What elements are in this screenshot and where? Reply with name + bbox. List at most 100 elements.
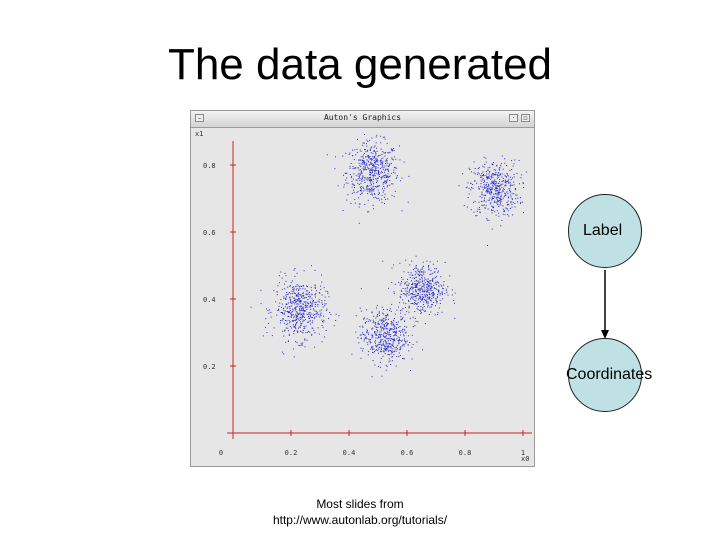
data-point-c1	[485, 184, 487, 186]
data-point-c1	[489, 193, 491, 195]
data-point-c4	[380, 341, 382, 343]
data-point-c0	[377, 159, 379, 161]
data-point-c0	[373, 174, 375, 176]
data-point-c4	[381, 318, 383, 320]
data-point-c4	[399, 326, 401, 328]
data-point-c1	[493, 207, 494, 209]
y-tick-label: 0.6	[203, 229, 216, 237]
data-point-c2	[294, 330, 296, 332]
data-point-c2	[296, 288, 298, 290]
data-point-c2	[293, 290, 295, 292]
data-point-c1	[498, 176, 500, 178]
data-point-c0	[359, 180, 361, 182]
data-point-c4	[368, 333, 370, 335]
data-point-c1	[510, 202, 512, 204]
data-point-c4	[362, 348, 364, 350]
data-point-c4	[366, 318, 368, 320]
data-point-c1	[466, 186, 468, 188]
data-point-c3	[408, 291, 410, 293]
data-point-c4	[412, 326, 414, 328]
data-point-c0	[375, 161, 376, 163]
data-point-c3	[417, 289, 419, 291]
maximize-button[interactable]: ▫	[521, 114, 530, 122]
data-point-c1	[503, 211, 505, 213]
data-point-c1	[505, 184, 507, 186]
data-point-c0	[352, 168, 354, 170]
window-menu-button[interactable]: –	[195, 114, 204, 122]
data-point-c4	[377, 321, 379, 323]
data-point-c1	[476, 173, 478, 175]
data-point-c2	[283, 353, 285, 355]
data-point-c3	[421, 280, 423, 282]
data-point-c3	[415, 286, 417, 288]
data-point-c4	[391, 338, 393, 340]
data-point-c2	[293, 315, 295, 317]
data-point-c0	[367, 160, 369, 162]
data-point-c1	[491, 163, 493, 165]
data-point-c4	[400, 331, 402, 333]
data-point-c3	[446, 291, 448, 293]
data-point-c4	[384, 348, 386, 350]
data-point-c2	[305, 310, 306, 312]
data-point-c2	[300, 326, 301, 328]
data-point-c0	[390, 148, 392, 150]
data-point-c0	[355, 179, 357, 181]
data-point-c1	[504, 162, 506, 164]
data-point-c2	[296, 284, 298, 286]
data-point-c3	[428, 298, 430, 300]
data-point-c4	[384, 340, 386, 342]
data-point-c4	[363, 318, 365, 320]
data-point-c2	[307, 302, 309, 304]
data-point-c3	[415, 289, 416, 291]
data-point-c0	[349, 152, 351, 154]
data-point-c1	[497, 175, 499, 177]
data-point-c2	[289, 296, 291, 298]
data-point-c4	[396, 345, 398, 347]
data-point-c3	[429, 285, 431, 287]
minimize-button[interactable]: ·	[509, 114, 518, 122]
data-point-c1	[515, 198, 517, 200]
data-point-c0	[358, 176, 360, 177]
data-point-c3	[416, 280, 418, 282]
data-point-c4	[398, 352, 400, 354]
data-point-c1	[483, 179, 485, 181]
data-point-c4	[386, 347, 388, 349]
data-point-c3	[436, 260, 438, 262]
data-point-c1	[511, 198, 513, 200]
data-point-c4	[385, 337, 387, 339]
data-point-c4	[381, 375, 383, 377]
data-point-c1	[491, 174, 492, 176]
data-point-c2	[292, 324, 294, 326]
data-point-c1	[510, 185, 512, 187]
data-point-c2	[298, 301, 300, 302]
data-point-c4	[371, 311, 373, 313]
data-point-c0	[376, 185, 378, 187]
data-point-c2	[289, 308, 291, 309]
data-point-c3	[382, 260, 384, 262]
data-point-c2	[295, 301, 297, 303]
data-point-c0	[373, 197, 375, 199]
data-point-c1	[508, 175, 510, 177]
data-point-c2	[270, 316, 272, 318]
data-point-c2	[309, 318, 311, 319]
data-point-c0	[352, 183, 354, 185]
data-point-c2	[300, 305, 302, 307]
data-point-c4	[393, 320, 394, 322]
data-point-c0	[393, 167, 395, 168]
data-point-c2	[300, 300, 301, 302]
data-point-c2	[308, 291, 310, 293]
data-point-c2	[296, 303, 298, 305]
window-titlebar[interactable]: – Auton's Graphics · ▫	[191, 111, 534, 128]
data-point-c4	[376, 305, 378, 307]
data-point-c0	[343, 184, 345, 186]
data-point-c1	[492, 180, 494, 182]
data-point-c0	[375, 170, 377, 172]
data-point-c1	[518, 183, 520, 185]
data-point-c1	[504, 179, 506, 181]
data-point-c1	[506, 173, 508, 174]
data-point-c0	[375, 196, 377, 198]
data-point-c3	[439, 294, 441, 296]
data-point-c1	[496, 165, 498, 167]
data-point-c2	[296, 315, 298, 317]
data-point-c1	[498, 183, 500, 184]
